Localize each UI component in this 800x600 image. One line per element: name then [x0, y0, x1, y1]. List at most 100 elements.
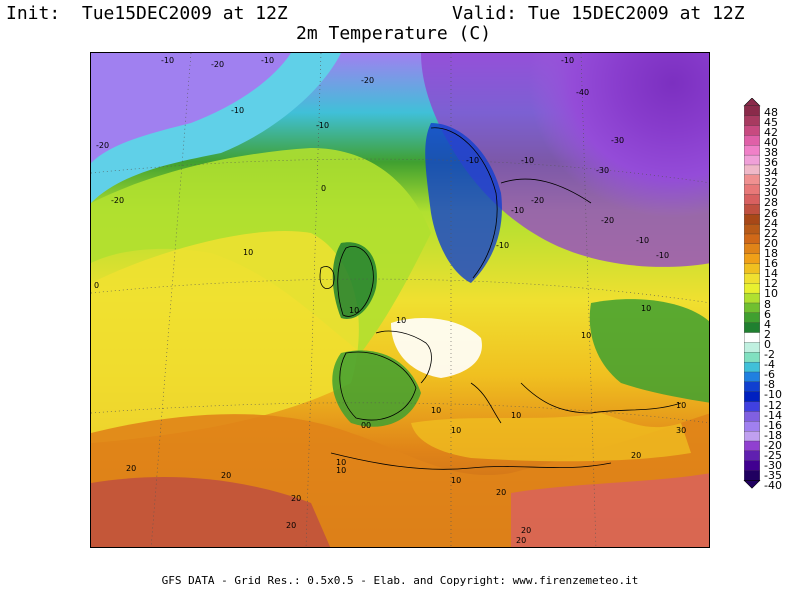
- colorbar-swatch: [744, 273, 760, 284]
- colorbar-tick-label: 24: [764, 216, 778, 230]
- contour-label: 20: [521, 526, 531, 535]
- contour-label: 20: [126, 464, 136, 473]
- colorbar-tick-label: -16: [764, 418, 782, 432]
- contour-label: -20: [361, 76, 374, 85]
- contour-label: 10: [431, 406, 441, 415]
- contour-label: 20: [631, 451, 641, 460]
- saharan-hot-zone: [91, 477, 331, 547]
- lat-lon-grid: [91, 53, 709, 547]
- scandinavia-cold: [425, 123, 502, 283]
- colorbar-tick-label: 6: [764, 307, 771, 321]
- greenland-cold-zone: [91, 53, 291, 163]
- field-title: 2m Temperature (C): [296, 23, 492, 44]
- contour-label: 10: [641, 304, 651, 313]
- colorbar-tick-label: -35: [764, 469, 782, 483]
- colorbar-swatch: [744, 460, 760, 472]
- init-time-label: Init: Tue15DEC2009 at 12Z: [6, 3, 288, 24]
- colorbar-tick-label: -20: [764, 438, 782, 452]
- colorbar-tick-label: 12: [764, 277, 778, 291]
- colorbar: [743, 98, 761, 489]
- contour-label: -10: [656, 251, 669, 260]
- contour-label: -10: [466, 156, 479, 165]
- contour-label: -10: [496, 241, 509, 250]
- contour-label: -20: [601, 216, 614, 225]
- contour-label: 0: [94, 281, 99, 290]
- colorbar-tick-label: 16: [764, 257, 778, 271]
- colorbar-tick-label: 40: [764, 135, 778, 149]
- colorbar-tick-label: 4: [764, 317, 771, 331]
- colorbar-swatch: [744, 391, 760, 403]
- colorbar-swatch: [744, 470, 760, 482]
- colorbar-swatch: [744, 233, 760, 245]
- map-canvas: -10 -20 -10 -20 -30 -40 -10 -20 -10 -20 …: [91, 53, 709, 547]
- colorbar-tick-label: -14: [764, 408, 782, 422]
- contour-label: -10: [521, 156, 534, 165]
- colorbar-tick-label: -6: [764, 368, 775, 382]
- valid-time-label: Valid: Tue 15DEC2009 at 12Z: [452, 3, 745, 24]
- colorbar-tick-label: 45: [764, 115, 778, 129]
- colorbar-tick-label: -8: [764, 378, 775, 392]
- colorbar-tick-label: 2: [764, 327, 771, 341]
- balkans-turkey: [589, 299, 709, 403]
- contour-label: -10: [161, 56, 174, 65]
- colorbar-swatch: [744, 164, 760, 176]
- colorbar-tick-label: -40: [764, 479, 782, 493]
- contour-label: -10: [636, 236, 649, 245]
- contour-label: 10: [349, 306, 359, 315]
- colorbar-swatch: [744, 204, 760, 215]
- contour-label: 10: [336, 458, 346, 467]
- contour-label: 30: [676, 426, 686, 435]
- contour-label: 0: [361, 421, 366, 430]
- siberian-cold-core: [421, 53, 709, 267]
- colorbar-swatch: [744, 302, 760, 314]
- contour-label: 10: [396, 316, 406, 325]
- colorbar-tick-label: 8: [764, 297, 771, 311]
- colorbar-tick-label: -18: [764, 428, 782, 442]
- colorbar-swatch: [744, 135, 760, 146]
- colorbar-tick-label: 10: [764, 287, 778, 301]
- temperature-map: -10 -20 -10 -20 -30 -40 -10 -20 -10 -20 …: [90, 52, 710, 548]
- colorbar-swatch: [744, 214, 760, 225]
- contour-label: -10: [511, 206, 524, 215]
- contour-label: -10: [261, 56, 274, 65]
- colorbar-swatch: [744, 125, 760, 137]
- contour-label: 0: [321, 184, 326, 193]
- contour-label: 20: [286, 521, 296, 530]
- contour-label: -20: [531, 196, 544, 205]
- contour-label: 0: [366, 421, 371, 430]
- contour-label: -40: [576, 88, 589, 97]
- contour-label: 20: [221, 471, 231, 480]
- colorbar-tick-label: 28: [764, 196, 778, 210]
- contour-labels: -10 -20 -10 -20 -30 -40 -10 -20 -10 -20 …: [94, 56, 686, 545]
- colorbar-swatch: [744, 145, 760, 156]
- contour-label: -10: [316, 121, 329, 130]
- contour-label: -30: [611, 136, 624, 145]
- colorbar-tick-label: 30: [764, 186, 778, 200]
- egypt-hot-zone: [511, 473, 709, 547]
- central-atlantic-warm: [91, 231, 359, 443]
- colorbar-tick-label: 20: [764, 236, 778, 250]
- colorbar-tick-label: 14: [764, 267, 778, 281]
- colorbar-swatch: [744, 430, 760, 442]
- footer-credits: GFS DATA - Grid Res.: 0.5x0.5 - Elab. an…: [161, 574, 639, 587]
- contour-label: 10: [581, 331, 591, 340]
- colorbar-top-arrow: [743, 98, 761, 107]
- colorbar-swatch: [744, 243, 760, 255]
- colorbar-swatch: [744, 440, 760, 452]
- contour-label: 20: [516, 536, 526, 545]
- colorbar-tick-label: 0: [764, 337, 771, 351]
- colorbar-swatch: [744, 154, 760, 166]
- colorbar-swatch: [744, 332, 760, 344]
- colorbar-swatch: [744, 263, 760, 275]
- colorbar-tick-label: -2: [764, 348, 775, 362]
- colorbar-tick-label: -10: [764, 388, 782, 402]
- colorbar-swatch: [744, 352, 760, 363]
- contour-label: 20: [496, 488, 506, 497]
- contour-label: -20: [211, 60, 224, 69]
- colorbar-swatch: [744, 283, 760, 294]
- colorbar-swatch: [744, 371, 760, 383]
- colorbar-swatch: [744, 253, 760, 265]
- colorbar-tick-label: 32: [764, 176, 778, 190]
- iberia: [332, 350, 421, 427]
- colorbar-swatch: [744, 361, 760, 373]
